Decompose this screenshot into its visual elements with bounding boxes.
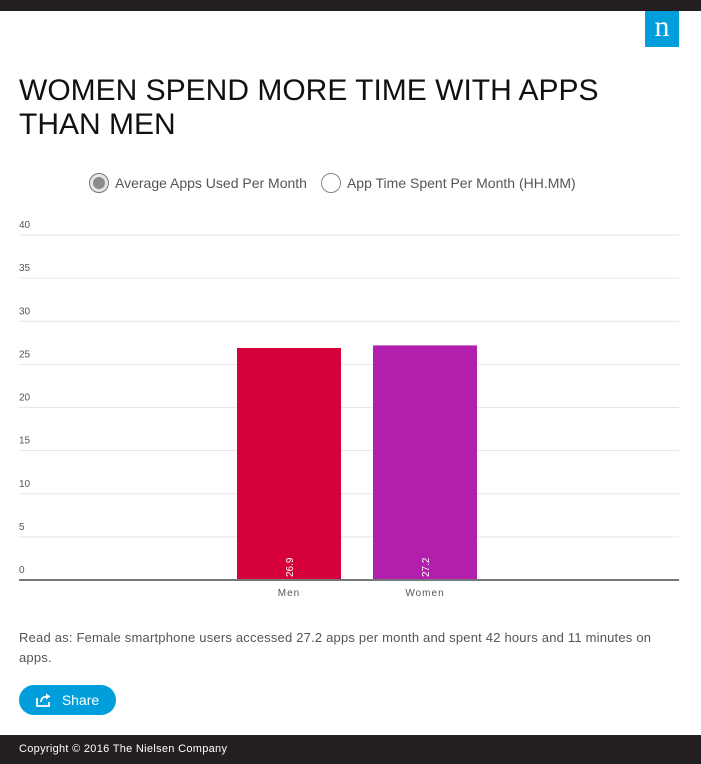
data-label: 27.2 bbox=[421, 557, 432, 577]
nielsen-logo[interactable]: n bbox=[645, 11, 679, 47]
copyright-text: Copyright © 2016 The Nielsen Company bbox=[19, 743, 228, 755]
bar-women bbox=[373, 345, 477, 580]
data-label: 26.9 bbox=[285, 557, 296, 577]
bar-chart: 0 5 10 15 20 25 30 35 40 26.9 Men 27.2 Women bbox=[19, 220, 679, 599]
legend-label-time-spent: App Time Spent Per Month (HH.MM) bbox=[346, 175, 576, 191]
chart-legend: Average Apps Used Per Month App Time Spe… bbox=[89, 172, 590, 194]
y-tick-label: 35 bbox=[19, 263, 31, 274]
y-tick-label: 0 bbox=[19, 565, 25, 576]
y-tick-label: 15 bbox=[19, 436, 31, 447]
legend-option-apps-used[interactable]: Average Apps Used Per Month bbox=[89, 173, 307, 193]
legend-label-apps-used: Average Apps Used Per Month bbox=[115, 175, 307, 191]
share-label: Share bbox=[61, 692, 100, 708]
legend-option-time-spent[interactable]: App Time Spent Per Month (HH.MM) bbox=[320, 173, 576, 193]
y-tick-label: 5 bbox=[19, 522, 25, 533]
y-tick-label: 10 bbox=[19, 479, 31, 490]
top-bar bbox=[0, 0, 701, 11]
read-as-note: Read as: Female smartphone users accesse… bbox=[19, 630, 652, 665]
page-title: WOMEN SPEND MORE TIME WITH APPS THAN MEN bbox=[19, 74, 599, 141]
y-tick-label: 40 bbox=[19, 220, 31, 231]
x-tick-label: Men bbox=[278, 588, 300, 599]
y-tick-label: 25 bbox=[19, 349, 31, 360]
radio-unselected-icon[interactable] bbox=[320, 173, 341, 193]
x-tick-label: Women bbox=[405, 588, 444, 599]
share-button[interactable]: Share bbox=[19, 685, 116, 715]
footer: Copyright © 2016 The Nielsen Company bbox=[0, 735, 701, 764]
radio-selected-icon[interactable] bbox=[89, 173, 109, 193]
y-tick-label: 30 bbox=[19, 306, 31, 317]
y-tick-label: 20 bbox=[19, 393, 31, 404]
bar-men bbox=[237, 347, 341, 580]
share-icon bbox=[35, 693, 51, 707]
